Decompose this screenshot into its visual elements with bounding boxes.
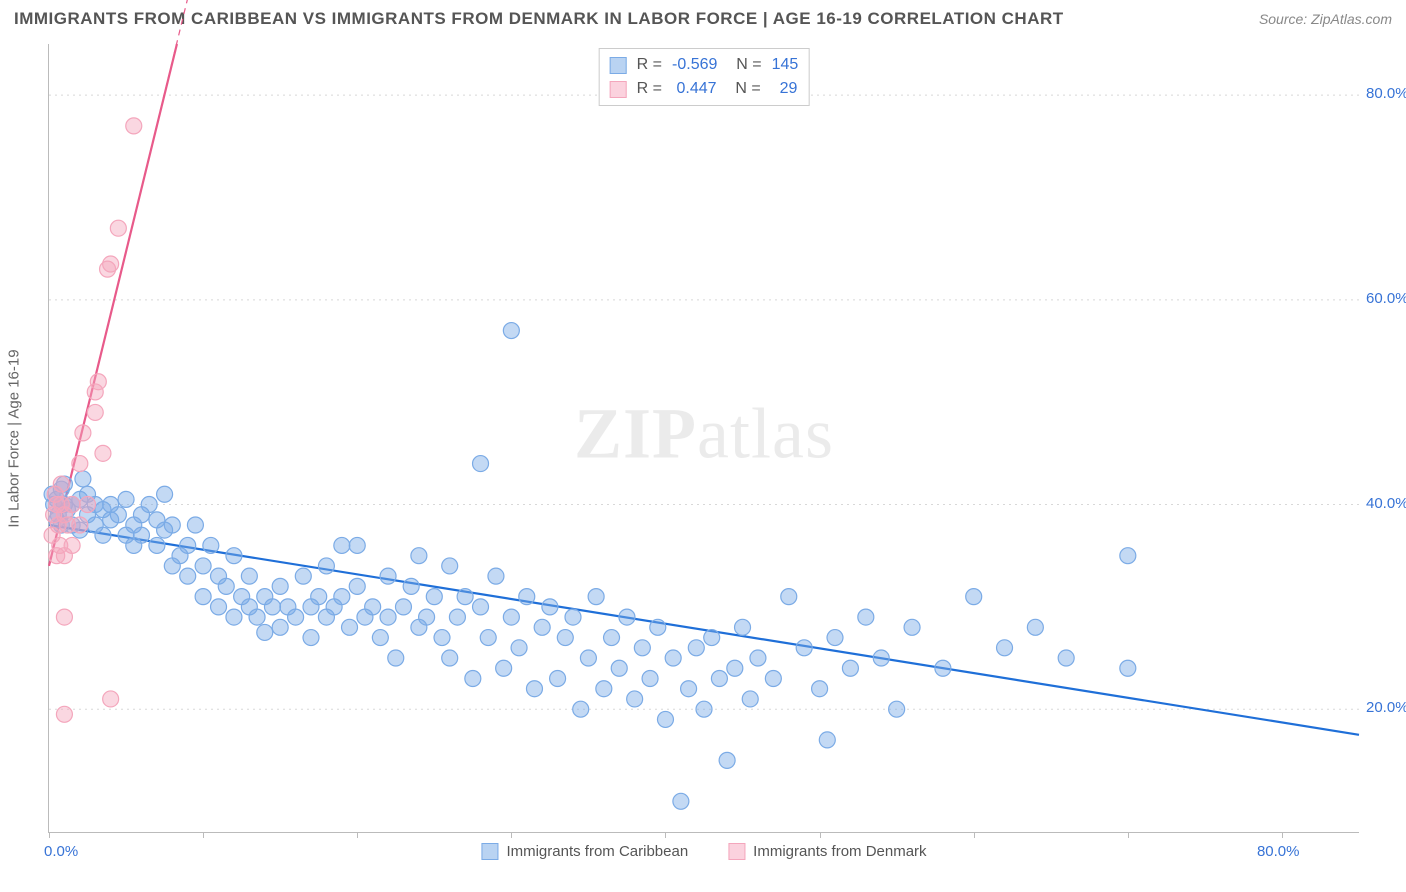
swatch-denmark-icon <box>610 81 627 98</box>
correlation-box: R = -0.569 N = 145 R = 0.447 N = 29 <box>599 48 810 106</box>
swatch-caribbean-icon <box>610 57 627 74</box>
x-tick <box>820 832 821 838</box>
y-tick-label: 60.0% <box>1366 290 1406 307</box>
scatter-plot: ZIPatlas R = -0.569 N = 145 R = 0.447 N … <box>48 44 1359 833</box>
legend-label-caribbean: Immigrants from Caribbean <box>506 843 688 860</box>
x-tick <box>203 832 204 838</box>
chart-title: IMMIGRANTS FROM CARIBBEAN VS IMMIGRANTS … <box>14 9 1064 29</box>
r-value-denmark: 0.447 <box>672 77 717 101</box>
swatch-caribbean-icon <box>481 843 498 860</box>
x-tick <box>357 832 358 838</box>
y-tick-label: 80.0% <box>1366 85 1406 102</box>
n-value-caribbean: 145 <box>772 53 799 77</box>
swatch-denmark-icon <box>728 843 745 860</box>
legend-label-denmark: Immigrants from Denmark <box>753 843 926 860</box>
y-tick-label: 40.0% <box>1366 495 1406 512</box>
x-tick-label: 0.0% <box>44 843 78 860</box>
source-attribution: Source: ZipAtlas.com <box>1259 11 1392 27</box>
bottom-legend: Immigrants from Caribbean Immigrants fro… <box>481 843 926 860</box>
x-tick-label: 80.0% <box>1257 843 1300 860</box>
x-tick <box>974 832 975 838</box>
legend-item-caribbean: Immigrants from Caribbean <box>481 843 688 860</box>
title-bar: IMMIGRANTS FROM CARIBBEAN VS IMMIGRANTS … <box>0 0 1406 38</box>
x-tick <box>49 832 50 838</box>
x-tick <box>665 832 666 838</box>
y-axis-label: In Labor Force | Age 16-19 <box>4 44 24 832</box>
correlation-row-denmark: R = 0.447 N = 29 <box>610 77 799 101</box>
y-tick-label: 20.0% <box>1366 699 1406 716</box>
x-tick <box>1282 832 1283 838</box>
n-value-denmark: 29 <box>771 77 798 101</box>
legend-item-denmark: Immigrants from Denmark <box>728 843 926 860</box>
r-value-caribbean: -0.569 <box>672 53 717 77</box>
correlation-row-caribbean: R = -0.569 N = 145 <box>610 53 799 77</box>
x-tick <box>1128 832 1129 838</box>
x-tick <box>511 832 512 838</box>
